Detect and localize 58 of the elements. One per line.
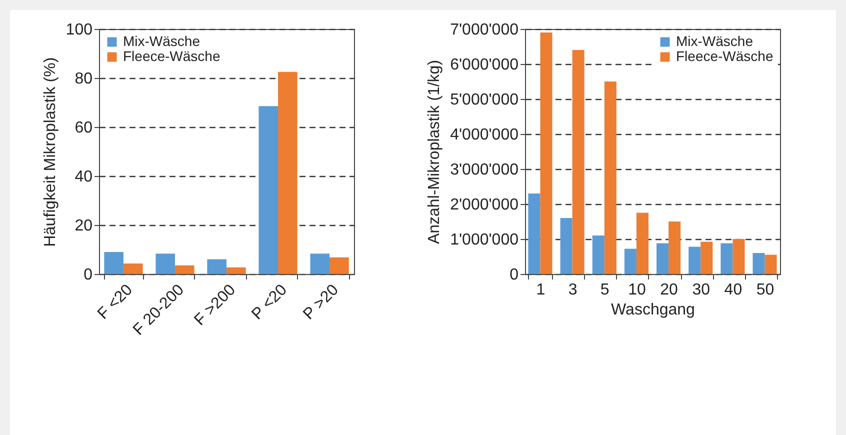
bar (174, 265, 194, 274)
bar (764, 254, 777, 274)
x-tick-label: 10 (628, 282, 646, 298)
bar (668, 222, 681, 274)
x-tick-label: 5 (600, 282, 610, 298)
y-tick-label: 100 (66, 22, 93, 38)
bar (656, 243, 669, 274)
y-tick-label: 3'000'000 (450, 162, 519, 178)
bar (528, 194, 540, 274)
legend-label: Fleece-Wäsche (676, 48, 774, 64)
y-tick-label: 60 (74, 120, 93, 136)
y-tick-label: 4'000'000 (450, 126, 519, 144)
legend-label: Mix-Wäsche (676, 33, 754, 49)
bar (207, 259, 226, 274)
y-axis-title: Anzahl-Mikroplastik (1/kg) (426, 60, 444, 244)
bar (720, 243, 733, 274)
bar (560, 218, 572, 274)
x-tick-label: 20 (660, 282, 678, 298)
bar (104, 252, 124, 274)
y-axis-title: Häufigkeit Mikroplastik (%) (42, 57, 59, 247)
legend-label: Fleece-Wäsche (123, 48, 220, 64)
y-tick-label: 0 (510, 266, 519, 284)
bar (330, 257, 349, 274)
bar (572, 50, 584, 274)
y-tick-label: 80 (74, 70, 93, 88)
y-tick-label: 1'000'000 (450, 232, 519, 248)
x-tick-label: 50 (756, 282, 774, 298)
bar (688, 246, 701, 274)
x-tick-label: 40 (724, 282, 742, 298)
bar (752, 253, 765, 274)
x-axis-title: Waschgang (611, 302, 695, 318)
bar (540, 32, 552, 274)
y-tick-label: 5'000'000 (450, 92, 519, 108)
y-tick-label: 40 (74, 168, 93, 186)
x-tick-label: P <20 (248, 281, 291, 324)
bar (258, 106, 278, 274)
y-tick-label: 2'000'000 (450, 196, 519, 214)
bar (624, 248, 636, 274)
bar (604, 82, 616, 274)
legend-label: Mix-Wäsche (123, 33, 200, 49)
x-tick-label: P >20 (300, 281, 342, 324)
bar (156, 254, 175, 274)
y-tick-label: 0 (84, 266, 93, 284)
x-tick-label: F <20 (94, 281, 136, 323)
x-tick-label: 30 (692, 282, 710, 298)
x-tick-label: 1 (536, 282, 546, 298)
x-tick-label: 3 (568, 282, 578, 298)
bar (278, 72, 298, 274)
bar (700, 242, 713, 274)
bar (226, 267, 246, 274)
y-tick-label: 7'000'000 (450, 22, 519, 38)
bar (732, 239, 745, 274)
y-tick-label: 20 (74, 218, 93, 234)
bar (636, 212, 648, 274)
bar (310, 254, 330, 274)
bar (592, 236, 604, 274)
bar (123, 263, 143, 274)
y-tick-label: 6'000'000 (450, 56, 519, 74)
